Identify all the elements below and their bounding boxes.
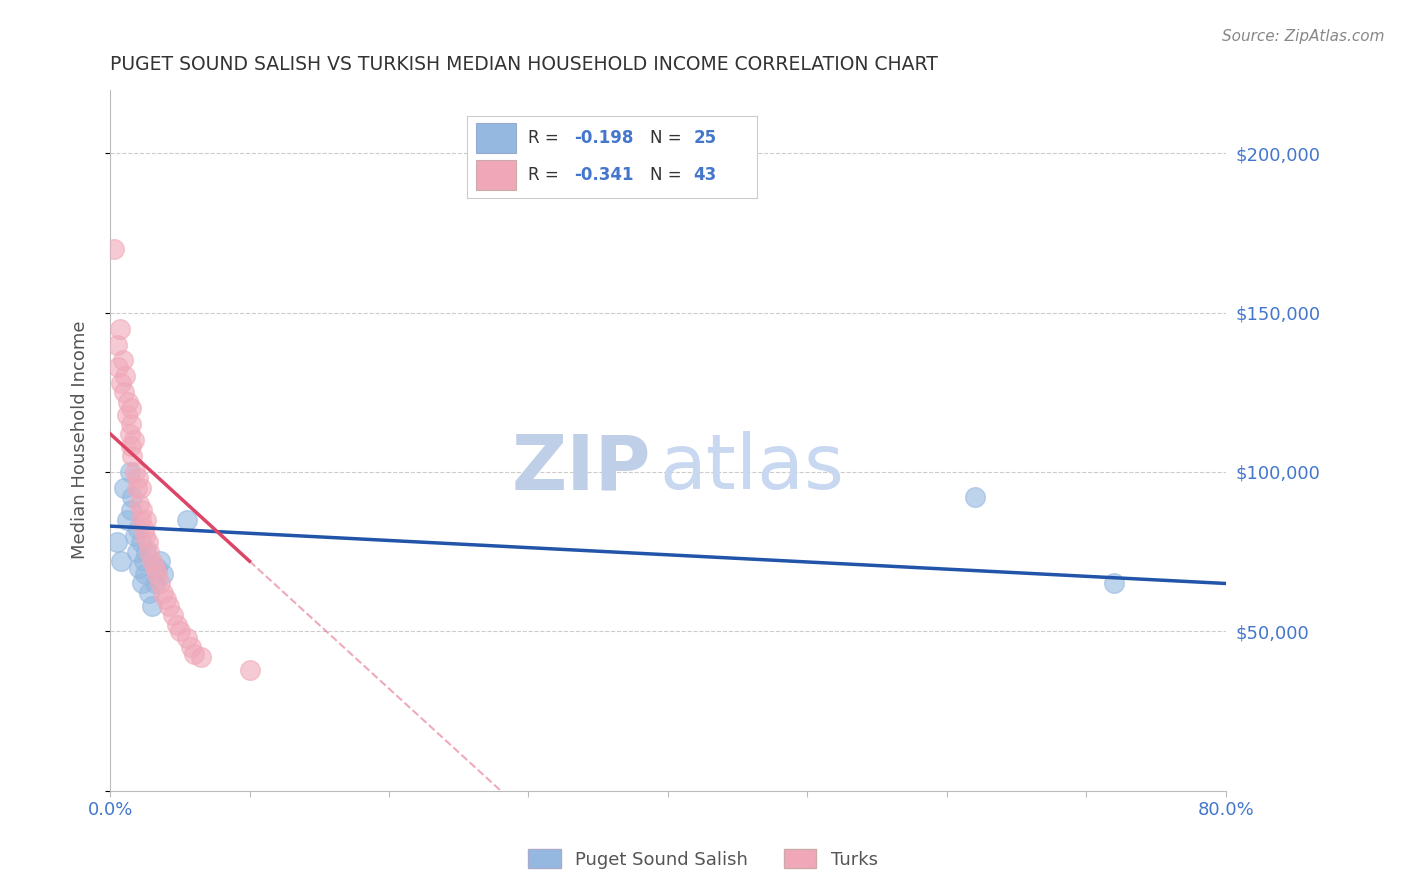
Point — [183, 647, 205, 661]
Point — [112, 481, 135, 495]
Point — [121, 449, 143, 463]
Point — [110, 376, 132, 390]
Point — [180, 640, 202, 655]
Point — [135, 544, 157, 558]
Point — [138, 544, 160, 558]
Point — [166, 618, 188, 632]
Point — [110, 554, 132, 568]
Point — [149, 554, 172, 568]
Point — [122, 433, 145, 447]
Point — [120, 417, 142, 432]
Point — [124, 529, 146, 543]
Point — [238, 663, 260, 677]
Point — [157, 599, 180, 613]
Text: atlas: atlas — [659, 431, 844, 505]
Point — [131, 576, 153, 591]
Point — [149, 576, 172, 591]
Point — [112, 385, 135, 400]
Point — [117, 395, 139, 409]
Point — [118, 465, 141, 479]
Point — [132, 522, 155, 536]
Point — [124, 465, 146, 479]
Point — [141, 599, 163, 613]
Point — [120, 503, 142, 517]
Point — [141, 554, 163, 568]
Point — [1104, 576, 1126, 591]
Point — [127, 471, 149, 485]
Point — [169, 624, 191, 639]
Point — [129, 535, 152, 549]
Point — [128, 497, 150, 511]
Y-axis label: Median Household Income: Median Household Income — [72, 321, 89, 559]
Point — [138, 586, 160, 600]
Legend: Puget Sound Salish, Turks: Puget Sound Salish, Turks — [520, 841, 886, 876]
Point — [103, 242, 125, 256]
Point — [136, 535, 159, 549]
Point — [120, 401, 142, 416]
Point — [143, 560, 166, 574]
Point — [131, 503, 153, 517]
Point — [152, 586, 174, 600]
Text: Source: ZipAtlas.com: Source: ZipAtlas.com — [1222, 29, 1385, 44]
Text: PUGET SOUND SALISH VS TURKISH MEDIAN HOUSEHOLD INCOME CORRELATION CHART: PUGET SOUND SALISH VS TURKISH MEDIAN HOU… — [110, 55, 938, 74]
Point — [115, 513, 138, 527]
Point — [114, 369, 136, 384]
Point — [155, 592, 177, 607]
Point — [132, 554, 155, 568]
Point — [176, 631, 198, 645]
Point — [125, 481, 148, 495]
Point — [129, 481, 152, 495]
Point — [118, 426, 141, 441]
Point — [121, 491, 143, 505]
Point — [107, 359, 129, 374]
Point — [134, 566, 156, 581]
Point — [134, 529, 156, 543]
Point — [146, 566, 169, 581]
Point — [190, 649, 212, 664]
Point — [162, 608, 184, 623]
Point — [143, 576, 166, 591]
Point — [152, 566, 174, 581]
Point — [176, 513, 198, 527]
Point — [128, 560, 150, 574]
Text: ZIP: ZIP — [512, 431, 651, 505]
Point — [963, 491, 986, 505]
Point — [129, 513, 152, 527]
Point — [111, 353, 134, 368]
Point — [135, 513, 157, 527]
Point — [105, 535, 128, 549]
Point — [125, 544, 148, 558]
Point — [105, 337, 128, 351]
Point — [108, 321, 131, 335]
Point — [146, 560, 169, 574]
Point — [127, 522, 149, 536]
Point — [115, 408, 138, 422]
Point — [120, 440, 142, 454]
